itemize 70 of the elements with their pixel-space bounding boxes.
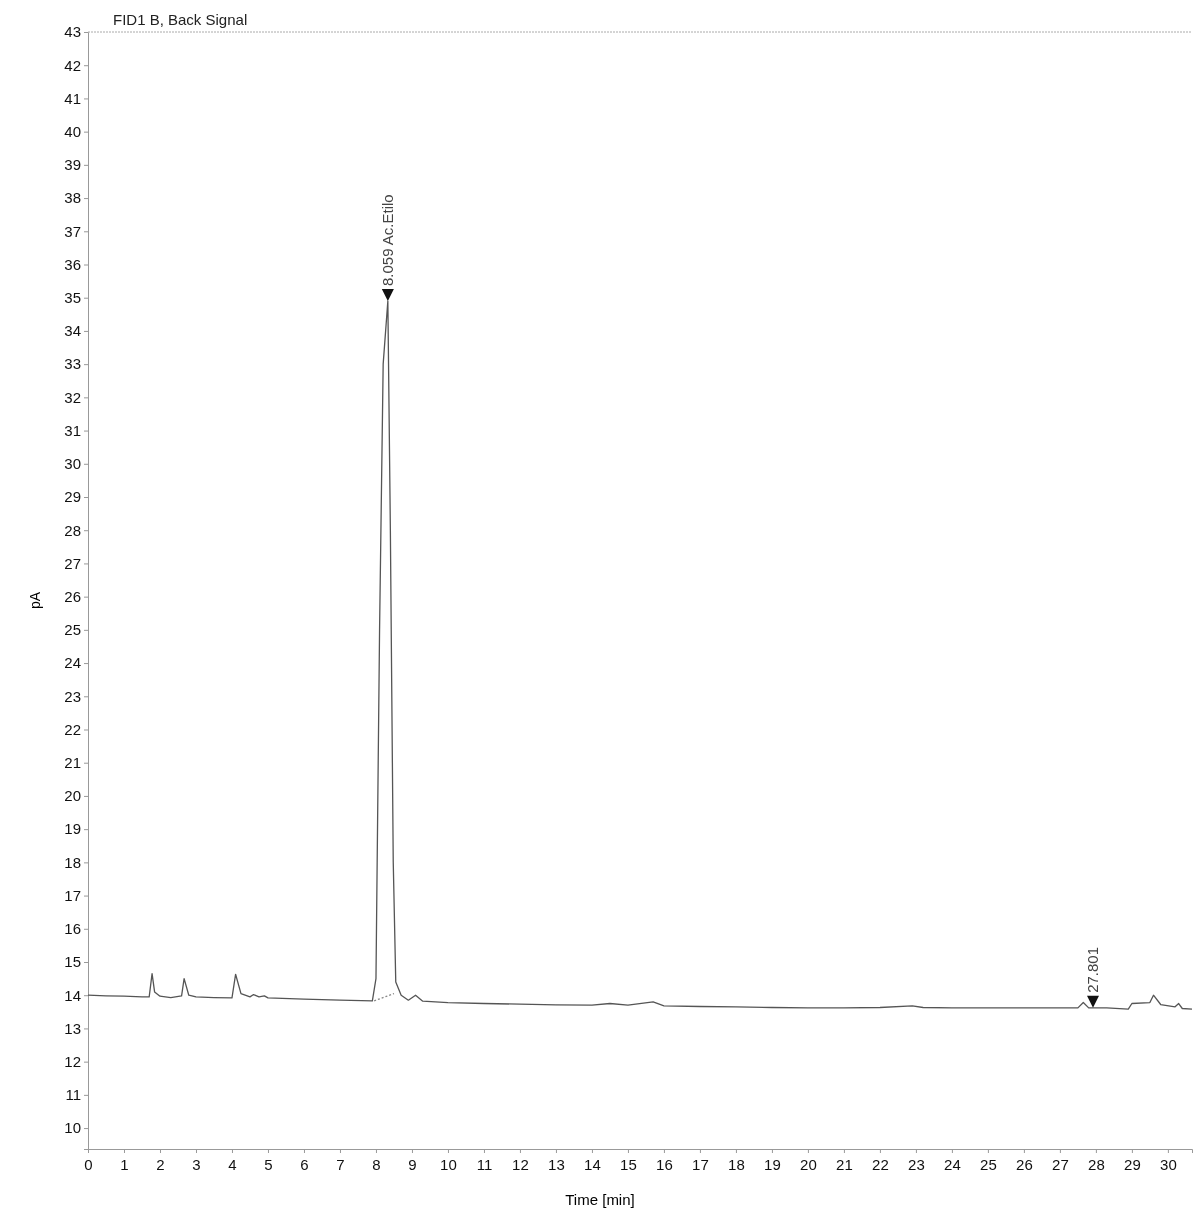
y-tick-label: 31	[64, 421, 81, 439]
y-tick-label: 36	[64, 255, 81, 273]
x-tick-label: 13	[548, 1155, 565, 1173]
y-tick-label: 22	[64, 720, 81, 738]
x-tick-label: 27	[1052, 1155, 1069, 1173]
y-tick-label: 28	[64, 521, 81, 539]
y-tick-label: 43	[64, 23, 81, 41]
x-tick-label: 17	[692, 1155, 709, 1173]
y-tick-label: 11	[65, 1086, 81, 1104]
y-tick-label: 41	[64, 89, 81, 107]
x-tick-label: 7	[336, 1155, 345, 1173]
annotation: 27.801	[1084, 946, 1102, 993]
y-tick-label: 10	[64, 1119, 81, 1137]
y-tick-label: 16	[64, 920, 81, 938]
x-tick-label: 5	[264, 1155, 273, 1173]
x-tick-label: 23	[908, 1155, 925, 1173]
y-tick-label: 30	[64, 455, 81, 473]
x-tick-label: 1	[120, 1155, 129, 1173]
y-tick-label: 39	[64, 156, 81, 174]
y-axis-title: pA	[27, 591, 43, 610]
x-tick-label: 20	[800, 1155, 817, 1173]
y-tick-label: 15	[64, 953, 81, 971]
x-tick-label: 19	[764, 1155, 781, 1173]
y-tick-label: 18	[64, 853, 81, 871]
y-tick-label: 23	[64, 687, 81, 705]
y-tick-label: 17	[64, 886, 81, 904]
y-tick-label: 42	[64, 56, 81, 74]
x-tick-label: 2	[156, 1155, 165, 1173]
x-tick-label: 28	[1088, 1155, 1105, 1173]
y-tick-label: 20	[64, 787, 81, 805]
x-tick-label: 14	[584, 1155, 601, 1173]
y-tick-label: 25	[64, 621, 81, 639]
x-tick-label: 10	[440, 1155, 457, 1173]
x-tick-label: 21	[836, 1155, 853, 1173]
y-tick-label: 26	[64, 587, 81, 605]
x-tick-label: 3	[192, 1155, 201, 1173]
x-tick-label: 0	[84, 1155, 93, 1173]
y-tick-label: 35	[64, 289, 81, 307]
y-tick-label: 12	[64, 1052, 81, 1070]
y-tick-label: 34	[64, 322, 81, 340]
chart-title: FID1 B, Back Signal	[113, 11, 248, 28]
y-tick-label: 40	[64, 122, 81, 140]
x-tick-label: 15	[620, 1155, 637, 1173]
y-tick-label: 27	[64, 554, 81, 572]
annotation: 8.059 Ac.Etilo	[378, 194, 396, 287]
x-tick-label: 25	[980, 1155, 997, 1173]
x-tick-label: 9	[408, 1155, 417, 1173]
x-tick-label: 12	[512, 1155, 529, 1173]
x-tick-label: 6	[300, 1155, 309, 1173]
x-tick-label: 24	[944, 1155, 961, 1173]
y-tick-label: 32	[64, 388, 81, 406]
x-tick-label: 8	[372, 1155, 381, 1173]
y-tick-label: 38	[64, 189, 81, 207]
x-tick-label: 29	[1124, 1155, 1141, 1173]
x-axis-title: Time [min]	[565, 1191, 635, 1208]
x-tick-label: 16	[656, 1155, 673, 1173]
x-tick-label: 11	[476, 1155, 493, 1173]
x-tick-label: 18	[728, 1155, 745, 1173]
y-tick-label: 13	[64, 1019, 81, 1037]
x-tick-label: 4	[228, 1155, 237, 1173]
x-tick-label: 22	[872, 1155, 889, 1173]
y-tick-label: 29	[64, 488, 81, 506]
y-tick-label: 33	[64, 355, 81, 373]
x-tick-label: 26	[1016, 1155, 1033, 1173]
y-tick-label: 37	[64, 222, 81, 240]
y-tick-label: 19	[64, 820, 81, 838]
y-tick-label: 21	[64, 754, 81, 772]
y-tick-label: 24	[64, 654, 81, 672]
y-tick-label: 14	[64, 986, 81, 1004]
x-tick-label: 30	[1160, 1155, 1177, 1173]
